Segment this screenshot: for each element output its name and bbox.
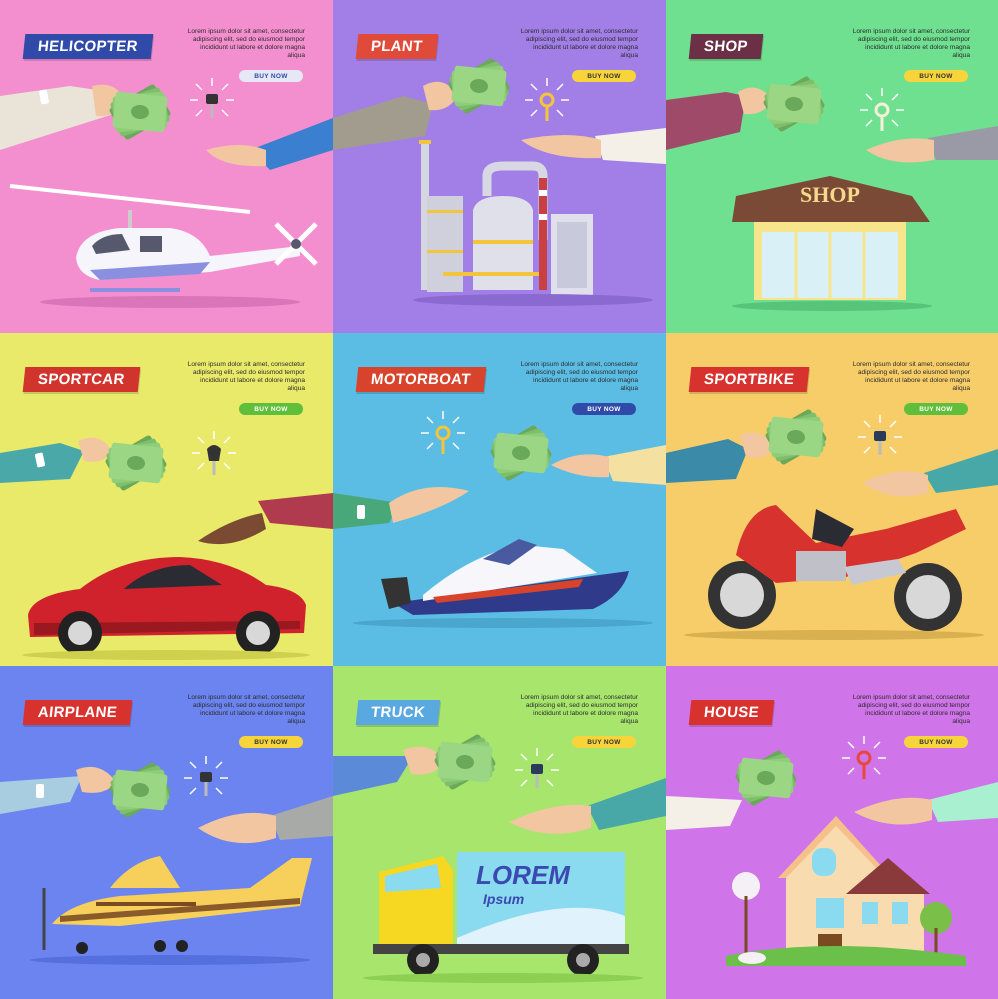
description-text: Lorem ipsum dolor sit amet, consectetur … (520, 28, 638, 59)
tile-sportcar: SPORTCAR Lorem ipsum dolor sit amet, con… (0, 333, 333, 666)
tile-title: HOUSE (688, 700, 775, 725)
tile-title: PLANT (355, 34, 438, 59)
tile-plant: PLANT Lorem ipsum dolor sit amet, consec… (333, 0, 666, 333)
tile-truck: LOREM Ipsum TRUCK Lorem ipsum dolor sit … (333, 666, 666, 999)
tile-title: SPORTBIKE (688, 367, 810, 392)
tile-sportbike: SPORTBIKE Lorem ipsum dolor sit amet, co… (666, 333, 998, 666)
buy-now-button[interactable]: BUY NOW (904, 736, 968, 748)
buy-now-button[interactable]: BUY NOW (572, 70, 636, 82)
description-text: Lorem ipsum dolor sit amet, consectetur … (852, 694, 970, 725)
tile-title: HELICOPTER (22, 34, 154, 59)
buy-now-button[interactable]: BUY NOW (572, 403, 636, 415)
description-text: Lorem ipsum dolor sit amet, consectetur … (187, 361, 305, 392)
sportbike-illustration (666, 408, 998, 640)
tile-title: SHOP (688, 34, 764, 59)
tile-helicopter: HELICOPTER Lorem ipsum dolor sit amet, c… (0, 0, 333, 333)
plant-illustration (333, 57, 666, 306)
tile-shop: SHOP SHOP Lorem ipsum dolor sit amet, co… (666, 0, 998, 333)
description-text: Lorem ipsum dolor sit amet, consectetur … (520, 694, 638, 725)
buy-now-button[interactable]: BUY NOW (904, 403, 968, 415)
tile-motorboat: MOTORBOAT Lorem ipsum dolor sit amet, co… (333, 333, 666, 666)
truck-illustration: LOREM Ipsum (333, 733, 666, 983)
description-text: Lorem ipsum dolor sit amet, consectetur … (852, 361, 970, 392)
description-text: Lorem ipsum dolor sit amet, consectetur … (187, 28, 305, 59)
buy-now-button[interactable]: BUY NOW (239, 403, 303, 415)
tile-title: SPORTCAR (22, 367, 140, 392)
description-text: Lorem ipsum dolor sit amet, consectetur … (187, 694, 305, 725)
truck-ipsum-text: Ipsum (483, 891, 524, 907)
tile-title: MOTORBOAT (355, 367, 486, 392)
buy-now-button[interactable]: BUY NOW (572, 736, 636, 748)
buy-now-button[interactable]: BUY NOW (904, 70, 968, 82)
tile-title: AIRPLANE (22, 700, 133, 725)
house-illustration (666, 735, 998, 966)
motorboat-illustration (333, 410, 666, 628)
tile-title: TRUCK (355, 700, 441, 725)
shop-illustration: SHOP (666, 75, 998, 311)
description-text: Lorem ipsum dolor sit amet, consectetur … (852, 28, 970, 59)
buy-now-button[interactable]: BUY NOW (239, 70, 303, 82)
shop-sign-text: SHOP (800, 182, 860, 207)
helicopter-illustration (0, 77, 333, 308)
tile-house: HOUSE Lorem ipsum dolor sit amet, consec… (666, 666, 998, 999)
tile-airplane: AIRPLANE Lorem ipsum dolor sit amet, con… (0, 666, 333, 999)
description-text: Lorem ipsum dolor sit amet, consectetur … (520, 361, 638, 392)
truck-lorem-text: LOREM (476, 860, 571, 890)
buy-now-button[interactable]: BUY NOW (239, 736, 303, 748)
airplane-illustration (0, 755, 333, 965)
sportcar-illustration (0, 430, 333, 660)
